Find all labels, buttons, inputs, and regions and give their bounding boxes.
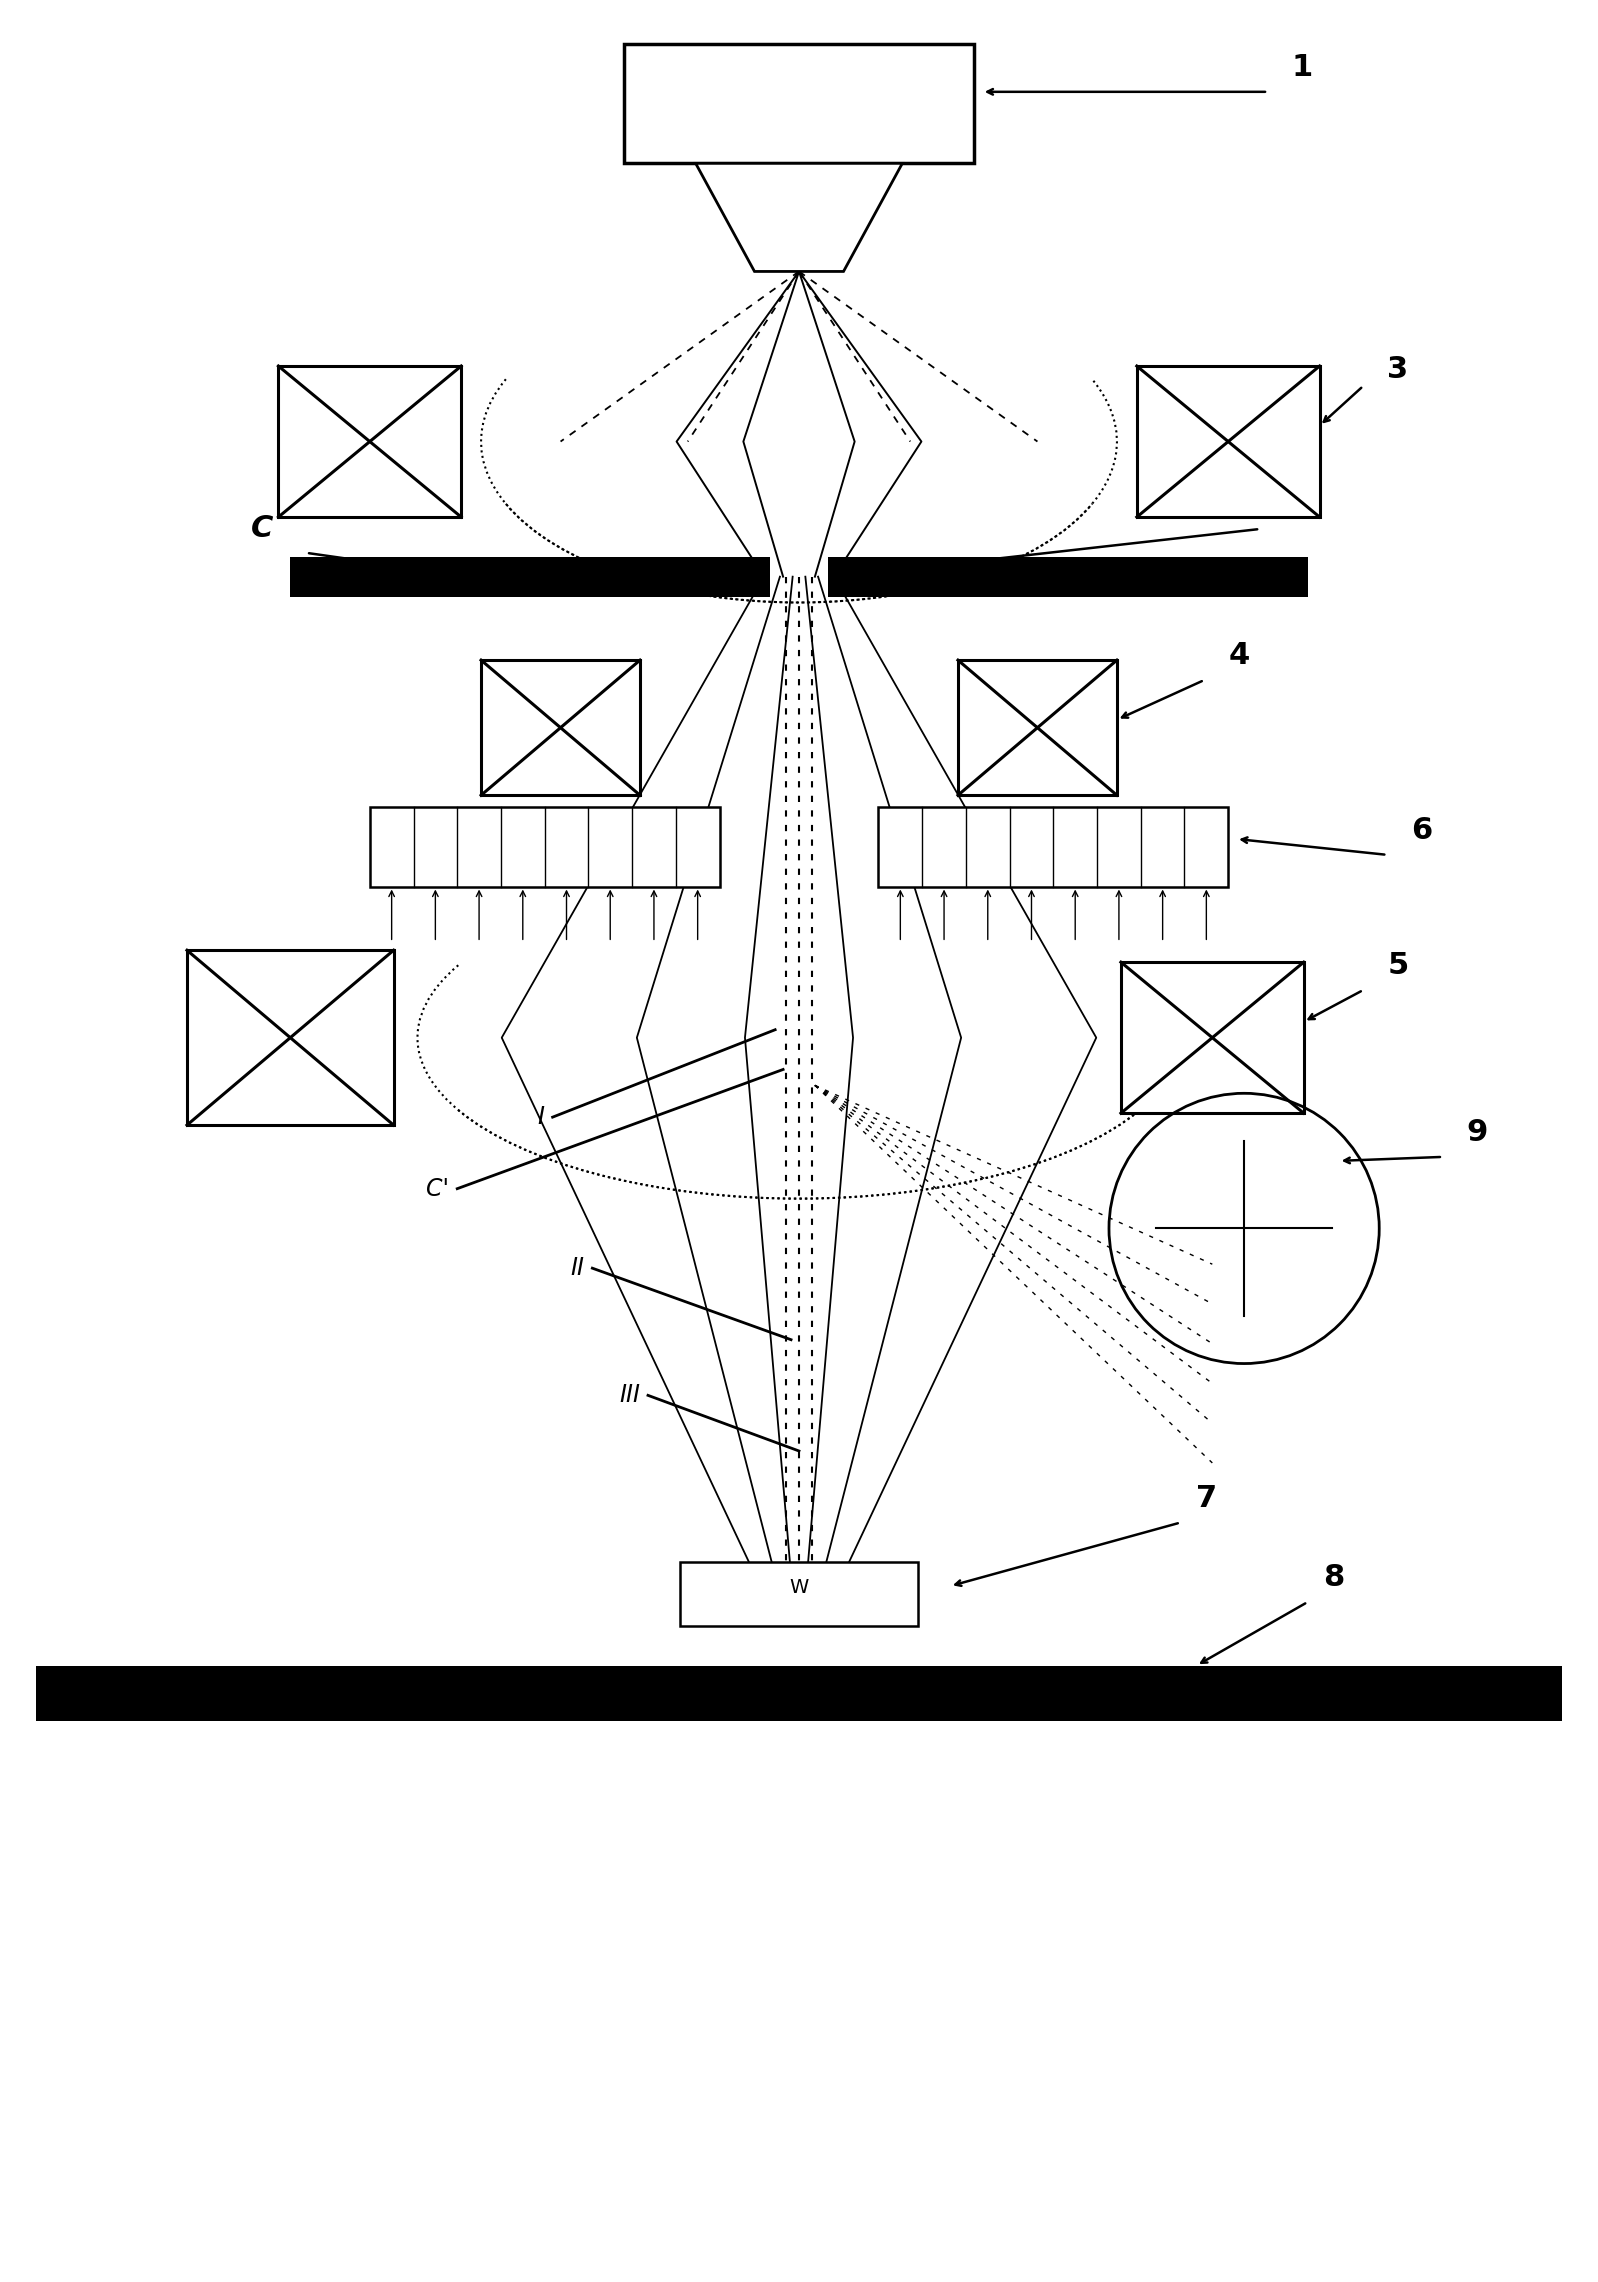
- Bar: [679, 1563, 919, 1625]
- Bar: [291, 557, 770, 596]
- Text: I: I: [537, 1104, 545, 1130]
- Text: 9: 9: [1467, 1118, 1488, 1148]
- Bar: [481, 659, 641, 794]
- Text: 2B: 2B: [1275, 491, 1317, 518]
- Bar: [879, 808, 1229, 888]
- Bar: [625, 43, 973, 164]
- Text: II: II: [570, 1255, 585, 1280]
- Bar: [278, 365, 462, 518]
- Text: C: C: [251, 513, 273, 543]
- Text: 3: 3: [1387, 356, 1408, 383]
- Bar: [1120, 963, 1304, 1114]
- Text: 5: 5: [1387, 952, 1408, 979]
- Bar: [369, 808, 719, 888]
- Text: 7: 7: [1197, 1483, 1218, 1513]
- Text: III: III: [618, 1383, 641, 1408]
- Text: 4: 4: [1229, 641, 1250, 671]
- Bar: [37, 1666, 1561, 1721]
- Text: 1: 1: [1291, 52, 1314, 82]
- Bar: [187, 949, 393, 1125]
- Bar: [1136, 365, 1320, 518]
- Bar: [957, 659, 1117, 794]
- Bar: [828, 557, 1307, 596]
- Polygon shape: [695, 164, 903, 272]
- Text: 8: 8: [1323, 1563, 1346, 1593]
- Text: C': C': [427, 1178, 449, 1200]
- Text: 6: 6: [1411, 817, 1432, 844]
- Text: W: W: [789, 1579, 809, 1597]
